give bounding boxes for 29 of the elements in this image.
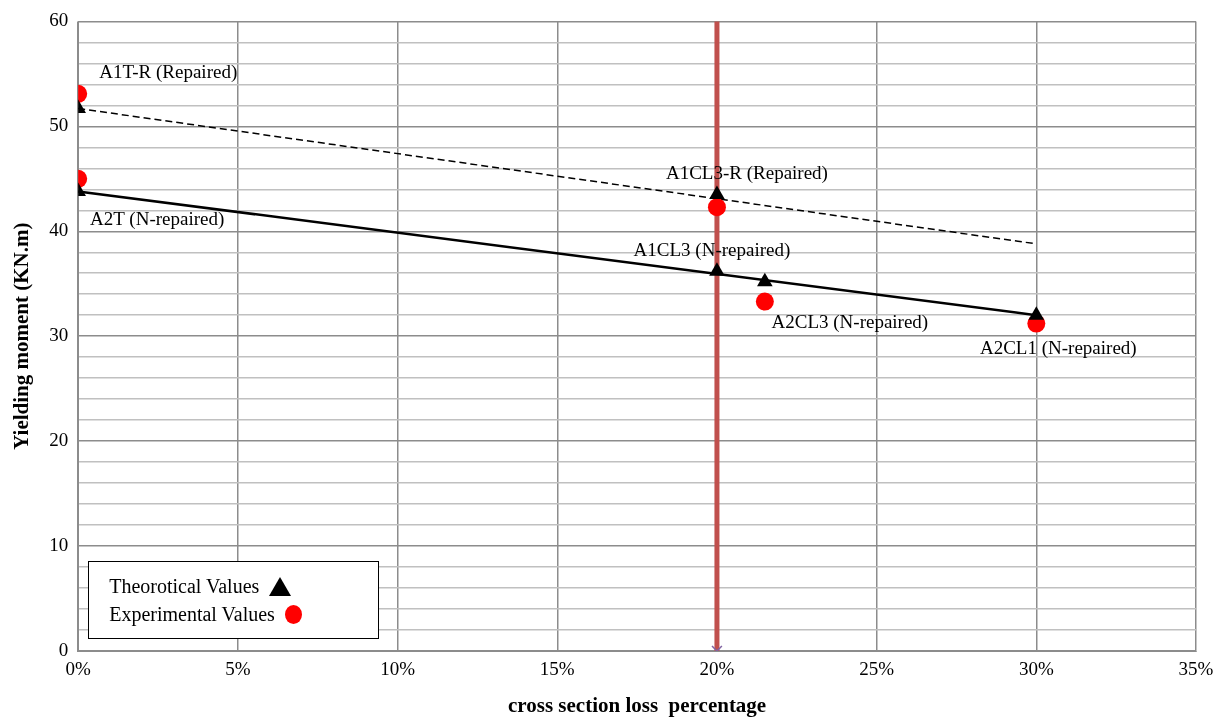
annotation: A2CL3 (N-repaired) bbox=[771, 310, 929, 333]
y-tick-label: 30 bbox=[49, 324, 69, 346]
x-tick-label: 10% bbox=[380, 658, 416, 680]
point bbox=[757, 272, 773, 287]
point bbox=[709, 262, 725, 276]
point bbox=[1028, 306, 1045, 320]
y-axis-title: Yielding moment (KN.m) bbox=[9, 222, 34, 450]
x-tick-label: 15% bbox=[539, 658, 575, 680]
y-tick-label: 60 bbox=[49, 9, 69, 31]
x-tick-label: 30% bbox=[1018, 658, 1054, 680]
x-tick-label: 0% bbox=[65, 658, 92, 680]
y-tick-label: 20 bbox=[49, 429, 69, 451]
x-axis-title: cross section loss percentage bbox=[508, 692, 767, 717]
x-tick-label: 25% bbox=[859, 658, 895, 680]
x-tick-label: 20% bbox=[699, 658, 735, 680]
point bbox=[707, 198, 726, 217]
x-tick-label: 5% bbox=[225, 658, 251, 680]
y-tick-label: 0 bbox=[58, 638, 69, 660]
annotation: A1T-R (Repaired) bbox=[99, 60, 238, 83]
legend-label: Theorotical Values bbox=[109, 574, 260, 599]
annotation: A2T (N-repaired) bbox=[90, 208, 225, 231]
annotation: A2CL1 (N-repaired) bbox=[979, 336, 1137, 359]
x-tick-label: 35% bbox=[1178, 658, 1214, 680]
point bbox=[709, 185, 725, 200]
y-tick-label: 50 bbox=[49, 114, 69, 136]
legend-label: Experimental Values bbox=[109, 602, 275, 628]
y-tick-label: 40 bbox=[49, 219, 69, 241]
point bbox=[755, 292, 774, 311]
y-tick-label: 10 bbox=[49, 534, 69, 556]
